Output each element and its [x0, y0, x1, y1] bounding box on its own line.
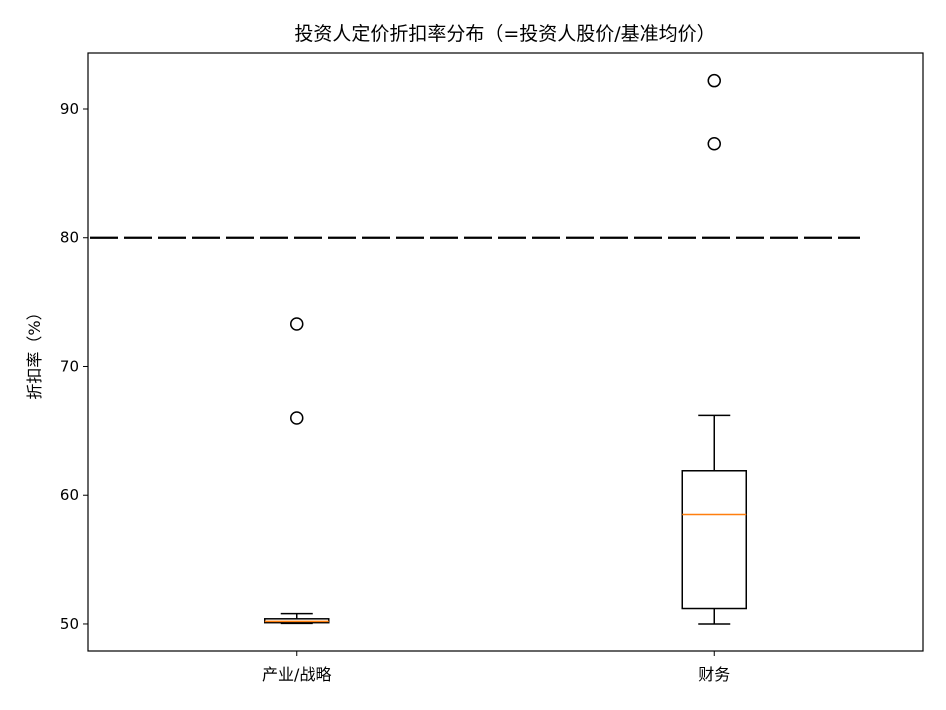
outlier-point	[707, 137, 721, 151]
x-tick-label: 财务	[698, 665, 730, 684]
y-tick-label: 90	[60, 100, 79, 118]
outlier-point	[707, 73, 721, 88]
outlier-point	[290, 411, 304, 425]
y-tick-label: 50	[60, 615, 79, 633]
y-tick-label: 80	[60, 229, 79, 247]
chart-title: 投资人定价折扣率分布（=投资人股价/基准均价）	[294, 23, 715, 45]
y-tick-label: 70	[60, 357, 79, 375]
y-axis-label: 折扣率（%）	[25, 304, 44, 399]
y-tick-label: 60	[60, 486, 79, 504]
plot-frame	[87, 52, 924, 652]
outlier-point	[290, 317, 304, 331]
x-tick-label: 产业/战略	[262, 665, 331, 684]
box	[681, 470, 747, 610]
